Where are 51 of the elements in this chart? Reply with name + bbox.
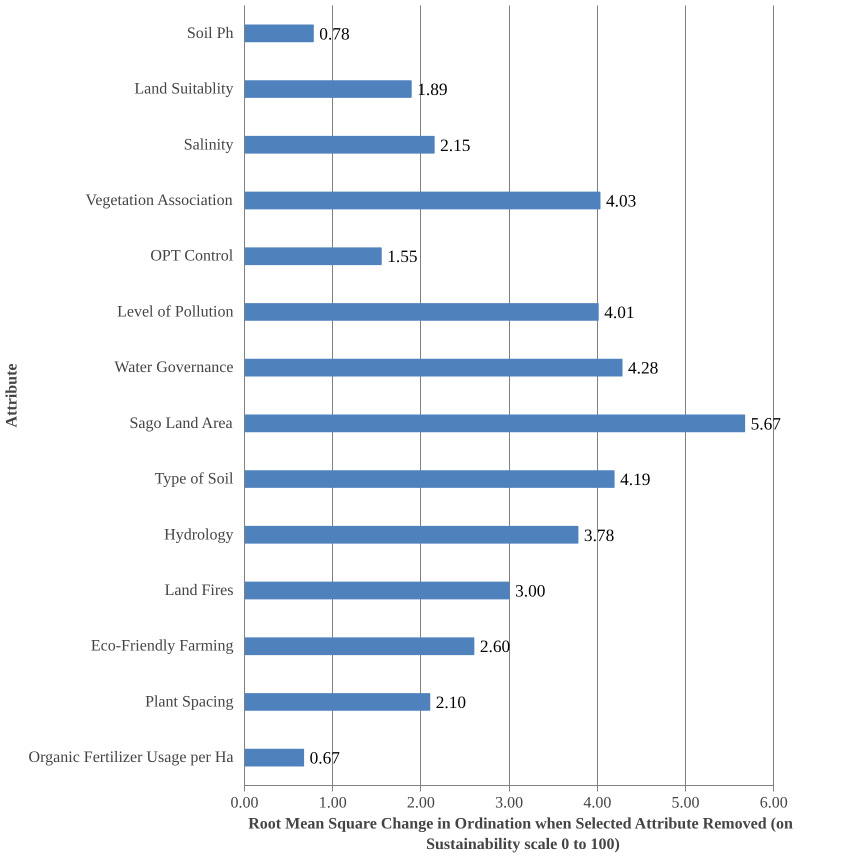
y-tick-label: Land Fires [164,582,234,599]
data-label: 4.19 [620,470,650,490]
data-label: 3.78 [584,526,614,545]
y-tick-label: Type of Soil [154,470,234,488]
bar [244,470,615,488]
bar [244,693,430,711]
bar [244,582,510,600]
bar [244,358,623,376]
data-label: 3.00 [515,582,546,600]
y-tick-label: Salinity [184,136,234,154]
y-tick-label: Plant Spacing [145,693,234,710]
bar [244,24,314,42]
data-label: 2.10 [436,692,466,712]
data-label: 2.15 [440,136,470,155]
y-tick-label: Vegetation Association [86,192,233,209]
x-tick-label: 5.00 [672,794,700,812]
data-label: 0.78 [319,24,350,44]
x-axis-title: Root Mean Square Change in Ordination when Selected Attribute Removed (on Sustainability scale 0 to 100) [248,816,793,853]
data-label: 4.01 [604,302,635,322]
y-tick-label: Eco-Friendly Farming [90,638,234,655]
y-tick-label: Hydrology [164,526,234,544]
bar [244,192,600,210]
x-tick-label: 4.00 [583,794,612,812]
bar [244,748,304,766]
y-axis-title: Attribute [4,364,21,428]
data-label: 5.67 [750,414,782,434]
data-label: 1.55 [387,247,418,266]
y-tick-label: Level of Pollution [117,303,234,320]
y-tick-label: Water Governance [114,359,234,376]
bar [244,80,412,98]
x-tick-label: 6.00 [760,794,788,812]
bar [244,247,382,266]
bar [244,526,578,544]
y-tick-label: Soil Ph [186,24,234,42]
bar [244,136,435,154]
bar [244,637,474,656]
data-label: 0.67 [310,748,340,768]
data-label: 1.89 [417,80,448,100]
x-tick-label: 0.00 [230,794,258,812]
y-tick-label: Sago Land Area [130,414,233,432]
y-tick-label: OPT Control [150,248,234,265]
x-tick-label: 2.00 [406,794,435,812]
data-label: 4.03 [606,192,636,210]
y-tick-label: Land Suitablity [134,80,234,98]
data-label: 2.60 [480,637,510,656]
x-tick-label: 3.00 [495,794,524,812]
data-label: 4.28 [628,358,658,378]
x-tick-label: 1.00 [318,794,347,812]
bar [244,303,599,321]
y-tick-label: Organic Fertilizer Usage per Ha [28,749,234,766]
bar [244,414,746,432]
